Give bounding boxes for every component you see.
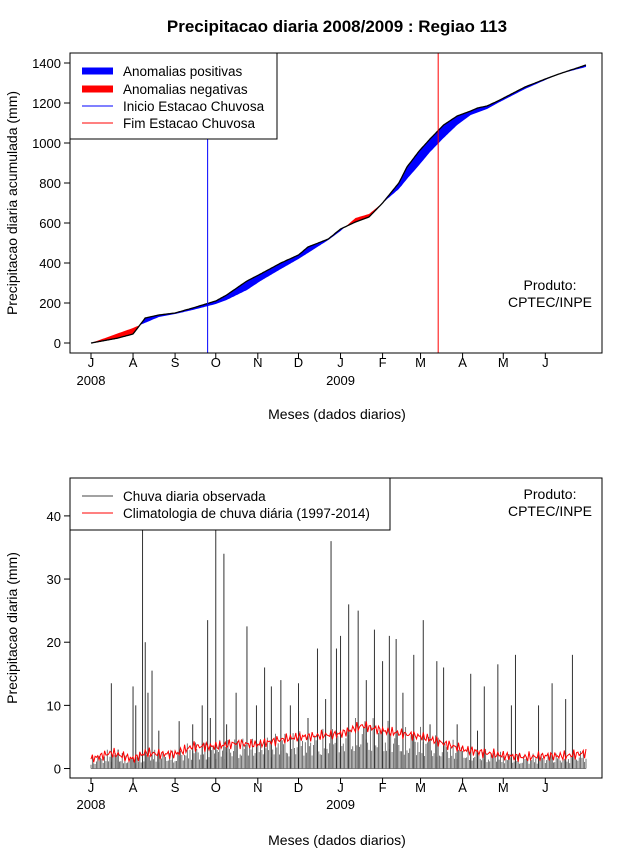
x-tick-label: A bbox=[129, 780, 138, 795]
x-tick-label: M bbox=[415, 355, 426, 370]
year-label: 2008 bbox=[77, 373, 106, 388]
x-tick-label: F bbox=[379, 355, 387, 370]
daily-bars bbox=[90, 528, 587, 769]
product-source: CPTEC/INPE bbox=[508, 294, 592, 310]
y-tick-label: 20 bbox=[47, 635, 61, 650]
y-tick-label: 600 bbox=[39, 216, 61, 231]
y-axis-2: 0 10 20 30 40 bbox=[47, 509, 70, 777]
plot-frame bbox=[69, 52, 603, 354]
product-label-2: Produto: bbox=[524, 486, 577, 502]
x-tick-label: J bbox=[337, 780, 344, 795]
y-tick-label: 400 bbox=[39, 256, 61, 271]
chart-title: Precipitacao diaria 2008/2009 : Regiao 1… bbox=[167, 17, 507, 36]
legend-label-observed: Chuva diaria observada bbox=[123, 489, 266, 504]
negative-anomaly-area bbox=[92, 323, 142, 343]
x-tick-label: N bbox=[253, 355, 262, 370]
legend: Anomalias positivas Anomalias negativas … bbox=[69, 52, 278, 140]
observed-cumulative-line bbox=[90, 64, 587, 344]
y-axis-label: Precipitacao diaria acumulada (mm) bbox=[4, 91, 20, 315]
x-tick-label: S bbox=[171, 780, 180, 795]
year-label: 2008 bbox=[77, 797, 106, 812]
accumulated-chart: Precipitacao diaria 2008/2009 : Regiao 1… bbox=[4, 17, 603, 422]
year-label: 2009 bbox=[326, 797, 355, 812]
y-tick-label: 1400 bbox=[32, 56, 61, 71]
product-source-2: CPTEC/INPE bbox=[508, 503, 592, 519]
year-label: 2009 bbox=[326, 373, 355, 388]
x-tick-label: A bbox=[129, 355, 138, 370]
legend-label-start: Inicio Estacao Chuvosa bbox=[123, 99, 265, 114]
y-tick-label: 800 bbox=[39, 176, 61, 191]
x-tick-label: M bbox=[415, 780, 426, 795]
x-tick-label: A bbox=[458, 780, 467, 795]
legend-label-end: Fim Estacao Chuvosa bbox=[123, 116, 256, 131]
legend-label-climatology: Climatologia de chuva diária (1997-2014) bbox=[123, 506, 370, 521]
climatology-daily-line bbox=[90, 721, 587, 764]
x-tick-label: S bbox=[171, 355, 180, 370]
x-tick-label: O bbox=[211, 780, 221, 795]
product-label: Produto: bbox=[524, 277, 577, 293]
x-tick-label: J bbox=[88, 780, 95, 795]
legend-label-positive: Anomalias positivas bbox=[123, 64, 243, 79]
legend-label-negative: Anomalias negativas bbox=[123, 82, 248, 97]
x-axis-label-2: Meses (dados diarios) bbox=[268, 832, 406, 848]
y-tick-label: 200 bbox=[39, 296, 61, 311]
y-tick-label: 40 bbox=[47, 509, 61, 524]
y-axis: 0 200 400 600 800 1000 1200 1400 bbox=[32, 56, 70, 351]
y-tick-label: 10 bbox=[47, 698, 61, 713]
x-tick-label: J bbox=[542, 355, 549, 370]
x-axis-label: Meses (dados diarios) bbox=[268, 406, 406, 422]
y-tick-label: 1200 bbox=[32, 96, 61, 111]
x-tick-label: A bbox=[458, 355, 467, 370]
x-tick-label: D bbox=[294, 780, 303, 795]
y-tick-label: 0 bbox=[54, 762, 61, 777]
x-tick-label: O bbox=[211, 355, 221, 370]
x-axis-2: J A S O N D J F M A M J 2008 2009 bbox=[77, 778, 549, 812]
y-tick-label: 0 bbox=[54, 336, 61, 351]
x-tick-label: N bbox=[253, 780, 262, 795]
x-tick-label: J bbox=[337, 355, 344, 370]
daily-chart: 0 10 20 30 40 J A S O N D J F M A M J 2008 2009 Precipita… bbox=[4, 477, 603, 848]
x-tick-label: M bbox=[498, 355, 509, 370]
legend-box-2 bbox=[69, 477, 391, 531]
y-tick-label: 1000 bbox=[32, 136, 61, 151]
x-tick-label: J bbox=[542, 780, 549, 795]
y-tick-label: 30 bbox=[47, 572, 61, 587]
y-axis-label-2: Precipitacao diaria (mm) bbox=[4, 552, 20, 704]
x-tick-label: J bbox=[88, 355, 95, 370]
negative-anomaly-area bbox=[346, 203, 383, 227]
climatology-line bbox=[90, 721, 587, 764]
legend-box bbox=[69, 52, 278, 140]
legend-2: Chuva diaria observada Climatologia de c… bbox=[69, 477, 391, 531]
x-tick-label: M bbox=[498, 780, 509, 795]
x-tick-label: F bbox=[379, 780, 387, 795]
x-axis: J A S O N D J F M A M J 2008 2009 bbox=[77, 353, 549, 388]
x-tick-label: D bbox=[294, 355, 303, 370]
